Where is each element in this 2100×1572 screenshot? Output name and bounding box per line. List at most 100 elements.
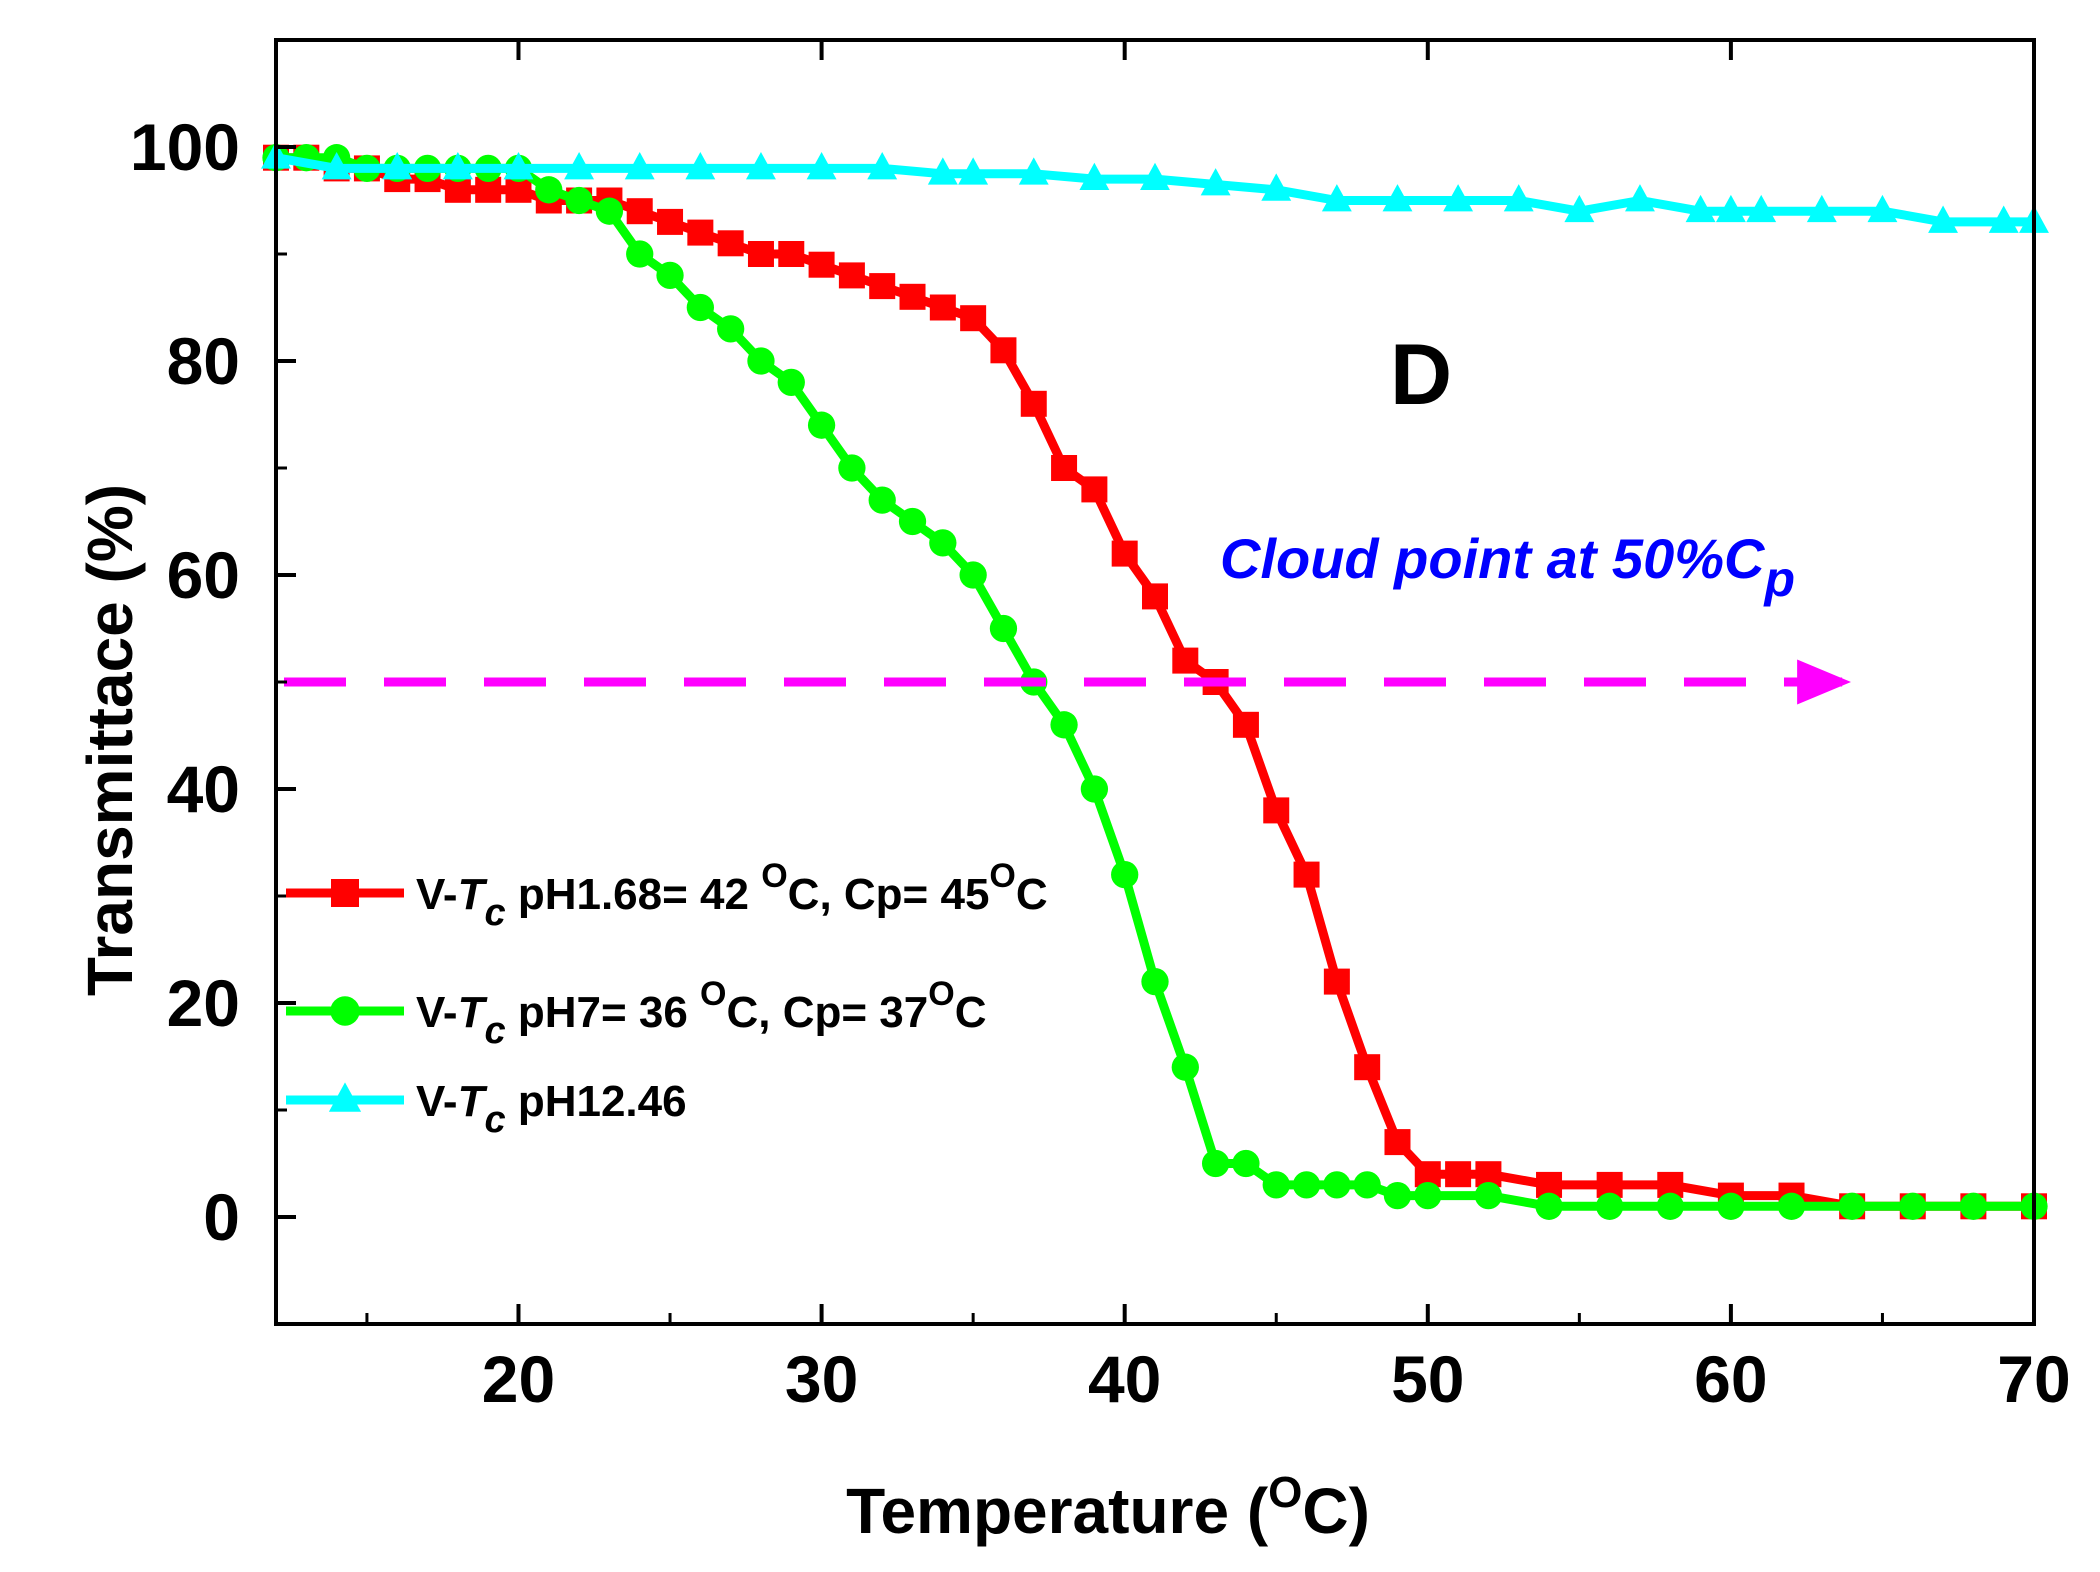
- data-point: [321, 152, 352, 180]
- data-point: [1050, 711, 1078, 739]
- legend-swatch-marker: [331, 879, 359, 907]
- data-point: [1382, 184, 1413, 212]
- data-point: [958, 157, 989, 185]
- data-point: [1838, 1192, 1866, 1220]
- data-point: [1141, 967, 1169, 996]
- data-point: [1806, 194, 1837, 223]
- data-point: [929, 294, 956, 321]
- legend-label: V-Tc pH7= 36 OC, Cp= 37OC: [416, 975, 986, 1052]
- y-tick-label: 0: [203, 1180, 240, 1254]
- data-point: [1503, 184, 1534, 212]
- data-point: [1323, 968, 1350, 995]
- data-point: [1232, 711, 1259, 738]
- data-point: [717, 230, 744, 257]
- data-point: [1020, 390, 1047, 417]
- data-point: [777, 368, 805, 397]
- data-point: [778, 241, 805, 267]
- data-point: [503, 152, 534, 180]
- data-point: [1051, 455, 1078, 481]
- data-point: [626, 240, 654, 268]
- data-point: [867, 152, 898, 180]
- data-point: [868, 486, 896, 514]
- data-point: [1715, 194, 1746, 223]
- data-point: [1262, 1171, 1290, 1199]
- data-point: [838, 454, 866, 482]
- data-point: [687, 219, 714, 246]
- data-point: [807, 411, 836, 439]
- y-tick-label: 60: [167, 538, 240, 612]
- data-point: [1111, 540, 1138, 567]
- data-point: [564, 152, 595, 180]
- y-tick-label: 80: [167, 324, 240, 398]
- series-triangle: [261, 141, 2049, 233]
- data-point: [1625, 184, 1655, 212]
- data-point: [1292, 1171, 1321, 1199]
- data-point: [1867, 194, 1898, 223]
- data-point: [1261, 173, 1292, 201]
- data-point: [929, 529, 957, 557]
- data-point: [1200, 168, 1231, 196]
- y-tick-label: 100: [130, 110, 240, 184]
- data-point: [1899, 1192, 1927, 1220]
- x-tick-label: 50: [1391, 1342, 1464, 1416]
- data-point: [1018, 157, 1049, 185]
- annotation-layer: Cloud point at 50%Cp: [284, 527, 1852, 705]
- data-point: [747, 347, 775, 375]
- x-tick-label: 20: [482, 1342, 555, 1416]
- data-point: [1201, 1149, 1230, 1178]
- data-point: [1928, 205, 1959, 233]
- data-point: [808, 251, 835, 278]
- data-point: [927, 157, 958, 185]
- data-point: [624, 152, 655, 180]
- legend-swatch-marker: [328, 1082, 362, 1112]
- data-point: [382, 152, 413, 180]
- data-point: [1142, 583, 1168, 610]
- data-point: [747, 241, 774, 267]
- x-tick-label: 30: [785, 1342, 858, 1416]
- legend-item: V-Tc pH1.68= 42 OC, Cp= 45OC: [286, 857, 1048, 934]
- data-point: [1323, 1171, 1351, 1199]
- data-point: [989, 614, 1018, 643]
- y-tick-label: 20: [167, 966, 240, 1040]
- legend-label: V-Tc pH1.68= 42 OC, Cp= 45OC: [416, 857, 1048, 934]
- data-point: [838, 262, 865, 289]
- data-point: [1079, 162, 1110, 191]
- data-point: [1656, 1192, 1684, 1220]
- data-point: [1535, 1192, 1563, 1220]
- data-point: [806, 152, 837, 180]
- data-point: [442, 152, 473, 180]
- data-point: [686, 293, 714, 322]
- y-tick-label: 40: [167, 752, 240, 826]
- legend-label: V-Tc pH12.46: [416, 1077, 687, 1141]
- data-point: [1140, 162, 1170, 191]
- data-point: [1383, 1181, 1412, 1210]
- data-point: [565, 186, 593, 215]
- data-point: [1564, 194, 1595, 223]
- data-point: [656, 261, 684, 290]
- data-point: [869, 273, 896, 300]
- data-point: [1988, 205, 2019, 233]
- data-point: [746, 152, 776, 180]
- data-point: [1445, 1161, 1472, 1188]
- data-point: [1717, 1192, 1745, 1220]
- data-point: [1172, 647, 1199, 674]
- data-point: [1354, 1054, 1381, 1081]
- data-point: [1414, 1181, 1442, 1210]
- data-point: [1232, 1149, 1260, 1178]
- y-axis-title: Transmittace (%): [74, 484, 146, 996]
- axis-ticks: 20 30 40 50 60 70 0 20 40 60 80 100: [130, 38, 2071, 1416]
- legend: V-Tc pH1.68= 42 OC, Cp= 45OC V-Tc pH7= 36…: [286, 857, 1048, 1141]
- data-point: [1474, 1181, 1503, 1210]
- data-point: [595, 197, 624, 225]
- data-point: [899, 283, 926, 310]
- data-point: [960, 305, 987, 332]
- data-point: [1746, 194, 1777, 223]
- data-point: [1685, 194, 1716, 223]
- data-point: [1171, 1053, 1199, 1081]
- data-point: [959, 561, 987, 589]
- legend-swatch-marker: [330, 996, 360, 1026]
- x-tick-label: 70: [1997, 1342, 2070, 1416]
- data-point: [535, 176, 563, 204]
- data-point: [1959, 1192, 1988, 1220]
